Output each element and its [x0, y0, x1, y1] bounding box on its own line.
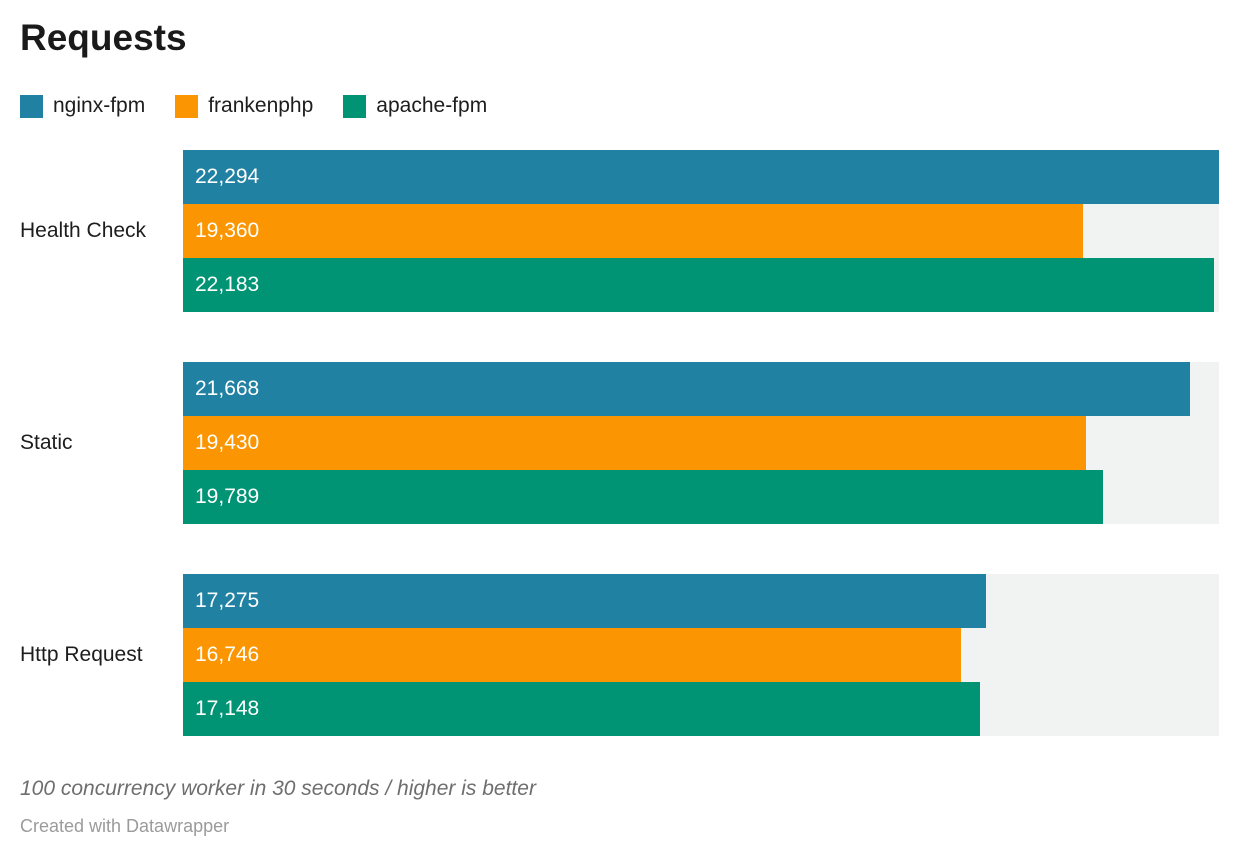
bar-group-http-request: Http Request 17,275 16,746 17,148: [20, 574, 1219, 736]
bar-nginx-fpm: [183, 362, 1190, 416]
legend-label: frankenphp: [208, 94, 314, 117]
bar-frankenphp: [183, 416, 1086, 470]
bar-frankenphp: [183, 628, 962, 682]
bar-track-frankenphp: 19,360: [183, 204, 1219, 258]
bar-track-nginx-fpm: 22,294: [183, 150, 1219, 204]
legend-label: nginx-fpm: [53, 94, 146, 117]
bar-track-nginx-fpm: 17,275: [183, 574, 1219, 628]
bar-value-label: 19,360: [195, 219, 260, 242]
chart-note: 100 concurrency worker in 30 seconds / h…: [20, 777, 536, 800]
bar-value-label: 17,148: [195, 697, 260, 720]
legend-swatch-frankenphp: [175, 94, 199, 118]
legend-swatch-apache-fpm: [343, 94, 367, 118]
legend-item-frankenphp: frankenphp: [175, 94, 313, 118]
chart-title: Requests: [20, 17, 187, 58]
bar-nginx-fpm: [183, 150, 1219, 204]
bar-group-health-check: Health Check 22,294 19,360 22,183: [20, 150, 1219, 312]
bar-value-label: 17,275: [195, 589, 260, 612]
bar-value-label: 22,183: [195, 273, 260, 296]
bar-apache-fpm: [183, 682, 980, 736]
category-label: Health Check: [20, 219, 147, 242]
legend-label: apache-fpm: [376, 94, 488, 117]
legend-swatch-nginx-fpm: [20, 94, 43, 118]
bar-track-apache-fpm: 19,789: [183, 470, 1219, 524]
bar-value-label: 22,294: [195, 165, 260, 188]
bar-value-label: 16,746: [195, 643, 260, 666]
category-label: Static: [20, 431, 73, 454]
bar-track-frankenphp: 19,430: [183, 416, 1219, 470]
bar-value-label: 19,789: [195, 485, 260, 508]
bar-apache-fpm: [183, 258, 1214, 312]
grouped-bar-chart: Health Check 22,294 19,360 22,183 Static 21,6…: [20, 150, 1219, 736]
bar-group-static: Static 21,668 19,430 19,789: [20, 362, 1219, 524]
bar-track-apache-fpm: 17,148: [183, 682, 1219, 736]
bar-nginx-fpm: [183, 574, 986, 628]
legend-item-nginx-fpm: nginx-fpm: [20, 94, 145, 118]
bar-apache-fpm: [183, 470, 1103, 524]
datawrapper-byline: Created with Datawrapper: [20, 816, 230, 836]
bar-value-label: 19,430: [195, 431, 260, 454]
bar-track-nginx-fpm: 21,668: [183, 362, 1219, 416]
legend-item-apache-fpm: apache-fpm: [343, 94, 487, 118]
bar-track-apache-fpm: 22,183: [183, 258, 1219, 312]
category-label: Http Request: [20, 643, 143, 666]
legend: nginx-fpm frankenphp apache-fpm: [20, 94, 487, 118]
bar-value-label: 21,668: [195, 377, 260, 400]
bar-frankenphp: [183, 204, 1083, 258]
bar-track-frankenphp: 16,746: [183, 628, 1219, 682]
